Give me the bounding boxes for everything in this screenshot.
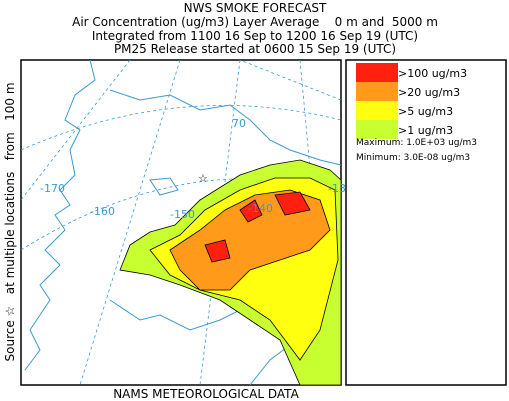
- source-star: ☆: [198, 172, 208, 185]
- legend-swatch: [356, 82, 398, 101]
- legend-swatch: [356, 120, 398, 139]
- graticule-label: -140: [248, 202, 273, 215]
- title: NWS SMOKE FORECAST: [184, 1, 327, 15]
- graticule-label: -170: [40, 182, 65, 195]
- legend-label: >100 ug/m3: [398, 67, 467, 80]
- subtitle: Integrated from 1100 16 Sep to 1200 16 S…: [92, 29, 418, 43]
- legend-swatch: [356, 101, 398, 120]
- maximum: Maximum: 1.0E+03 ug/m3: [356, 138, 477, 148]
- subtitle: PM25 Release started at 0600 15 Sep 19 (…: [114, 42, 396, 56]
- smoke-contours: [119, 159, 341, 385]
- legend-swatch: [356, 63, 398, 82]
- graticule-label: 70: [232, 117, 246, 130]
- legend: >100 ug/m3 >20 ug/m3 >5 ug/m3 >1 ug/m3: [356, 63, 467, 139]
- legend-label: >20 ug/m3: [398, 86, 460, 99]
- side-label: Source ☆ at multiple locations from 100 …: [3, 82, 17, 361]
- subtitle: Air Concentration (ug/m3) Layer Average …: [72, 15, 438, 29]
- graticule-label: -160: [90, 205, 115, 218]
- legend-label: >1 ug/m3: [398, 124, 453, 137]
- footer: NAMS METEOROLOGICAL DATA: [113, 387, 299, 401]
- minimum: Minimum: 3.0E-08 ug/m3: [356, 153, 470, 163]
- legend-label: >5 ug/m3: [398, 105, 453, 118]
- graticule-label: -150: [170, 208, 195, 221]
